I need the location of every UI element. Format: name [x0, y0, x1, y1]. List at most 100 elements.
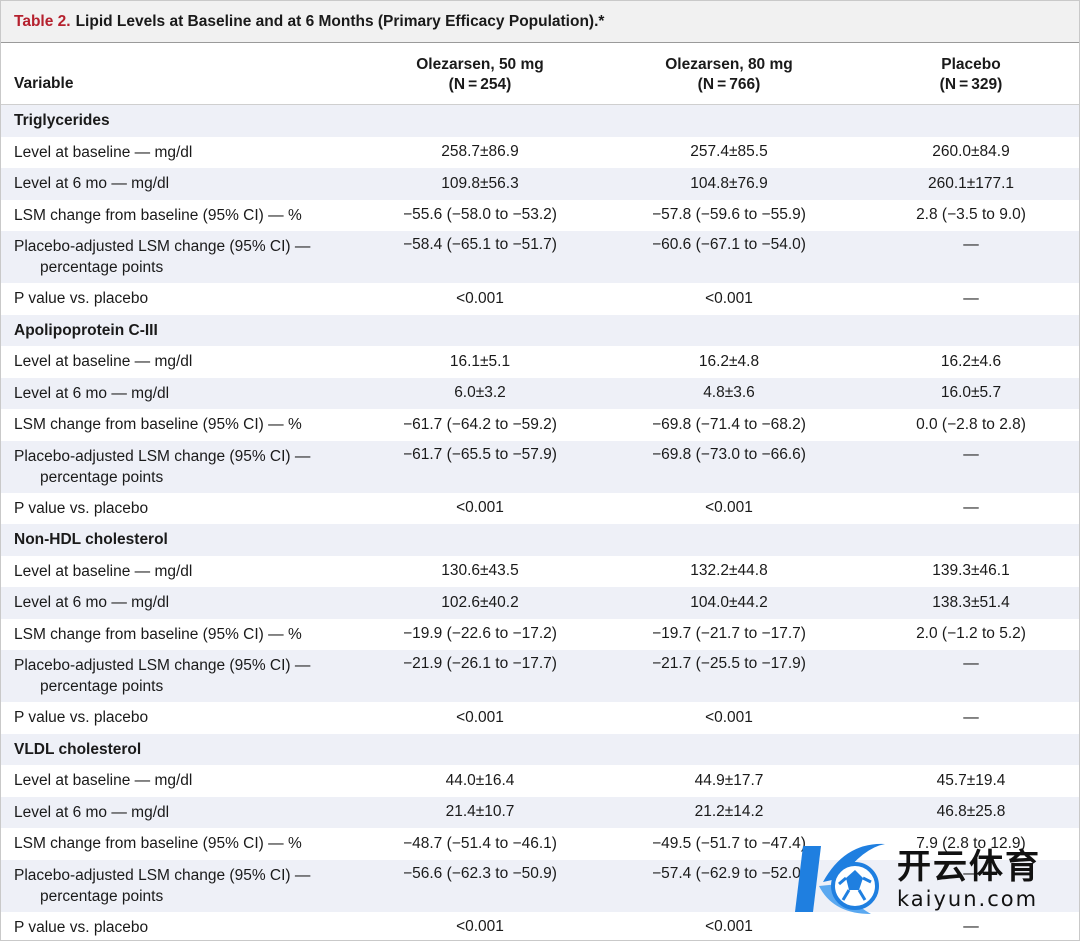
header-col1-name: Olezarsen, 50 mg — [416, 55, 544, 73]
section-title: Apolipoprotein C-III — [14, 321, 158, 339]
cell-value: <0.001 — [456, 499, 504, 517]
row-label: Level at 6 mo — mg/dl — [1, 592, 365, 613]
row-label-text: P value vs. placebo — [14, 709, 149, 727]
row-label: Level at 6 mo — mg/dl — [1, 383, 365, 404]
header-col-placebo: Placebo (N = 329) — [863, 43, 1079, 104]
cell-value: 2.8 (−3.5 to 9.0) — [916, 206, 1026, 224]
row-label: Placebo-adjusted LSM change (95% CI) — pe… — [1, 446, 365, 488]
cell-value: 16.2±4.8 — [698, 352, 760, 370]
row-label: Placebo-adjusted LSM change (95% CI) — pe… — [1, 236, 365, 278]
row-label: LSM change from baseline (95% CI) — % — [1, 205, 365, 226]
cell-value: −58.4 (−65.1 to −51.7) — [403, 236, 557, 253]
table-row: Level at 6 mo — mg/dl 102.6±40.2 104.0±44.… — [1, 587, 1079, 619]
table-caption: Table 2. Lipid Levels at Baseline and at… — [1, 1, 1079, 43]
row-label-text: Placebo-adjusted LSM change (95% CI) — — [14, 866, 311, 884]
table-row: Level at 6 mo — mg/dl 21.4±10.7 21.2±14.2 4… — [1, 796, 1079, 828]
cell-value: — — [963, 499, 979, 517]
cell-value: — — [963, 289, 979, 307]
header-col-olezarsen-80: Olezarsen, 80 mg (N = 766) — [595, 43, 863, 104]
cell-value: −19.9 (−22.6 to −17.2) — [403, 625, 557, 643]
row-label: P value vs. placebo — [1, 288, 365, 309]
row-label: LSM change from baseline (95% CI) — % — [1, 833, 365, 854]
header-col3-n: (N = 329) — [939, 75, 1003, 93]
cell-value: −61.7 (−65.5 to −57.9) — [403, 445, 557, 463]
cell-value: 109.8±56.3 — [441, 174, 519, 192]
row-sublabel-text: percentage points — [40, 678, 164, 695]
row-label: P value vs. placebo — [1, 917, 365, 938]
header-col2-name: Olezarsen, 80 mg — [665, 55, 793, 73]
cell-value: 6.0±3.2 — [454, 384, 506, 402]
cell-value: −48.7 (−51.4 to −46.1) — [403, 834, 557, 852]
cell-value: — — [963, 708, 979, 726]
table-title: Lipid Levels at Baseline and at 6 Months… — [75, 12, 605, 30]
table-row: Placebo-adjusted LSM change (95% CI) — pe… — [1, 440, 1079, 493]
section-header-row: VLDL cholesterol — [1, 733, 1079, 765]
table-row: Level at baseline — mg/dl 130.6±43.5 132.2… — [1, 556, 1079, 588]
table-row: Placebo-adjusted LSM change (95% CI) — pe… — [1, 231, 1079, 283]
watermark-text: 开云体育 kaiyun.com — [897, 847, 1041, 911]
watermark-logo-icon — [793, 834, 893, 924]
cell-value: 2.0 (−1.2 to 5.2) — [916, 625, 1026, 643]
section-title: Triglycerides — [14, 112, 110, 130]
cell-value: <0.001 — [456, 289, 504, 307]
cell-value: 21.4±10.7 — [445, 803, 515, 821]
row-label: LSM change from baseline (95% CI) — % — [1, 414, 365, 435]
section-header-row: Triglycerides — [1, 105, 1079, 137]
table-row: P value vs. placebo <0.001 <0.001 — — [1, 702, 1079, 734]
row-label-text: LSM change from baseline (95% CI) — % — [14, 206, 302, 224]
cell-value: 44.0±16.4 — [445, 771, 515, 789]
table-row: Level at baseline — mg/dl 44.0±16.4 44.9±1… — [1, 765, 1079, 797]
cell-value: 4.8±3.6 — [703, 384, 755, 402]
cell-value: −69.8 (−71.4 to −68.2) — [652, 415, 806, 433]
table-header: Variable Olezarsen, 50 mg (N = 254) Olez… — [1, 43, 1079, 105]
cell-value: — — [963, 918, 979, 936]
row-label-text: LSM change from baseline (95% CI) — % — [14, 416, 302, 434]
cell-value: −57.8 (−59.6 to −55.9) — [652, 206, 806, 224]
header-col2-n: (N = 766) — [697, 75, 761, 93]
cell-value: <0.001 — [456, 708, 504, 726]
table-row: Placebo-adjusted LSM change (95% CI) — pe… — [1, 859, 1079, 912]
cell-value: — — [963, 864, 979, 882]
cell-value: −21.7 (−25.5 to −17.9) — [652, 655, 806, 672]
cell-value: 104.8±76.9 — [690, 174, 768, 192]
cell-value: −56.6 (−62.3 to −50.9) — [403, 864, 557, 882]
row-label: Placebo-adjusted LSM change (95% CI) — pe… — [1, 865, 365, 907]
cell-value: 21.2±14.2 — [694, 803, 764, 821]
cell-value: 139.3±46.1 — [932, 562, 1010, 580]
row-sublabel-text: percentage points — [40, 259, 164, 276]
row-label: Level at baseline — mg/dl — [1, 770, 365, 791]
cell-value: — — [963, 655, 979, 672]
row-label: LSM change from baseline (95% CI) — % — [1, 624, 365, 645]
cell-value: −49.5 (−51.7 to −47.4) — [652, 834, 806, 852]
cell-value: −19.7 (−21.7 to −17.7) — [652, 625, 806, 643]
row-label-text: Level at 6 mo — mg/dl — [14, 803, 170, 821]
cell-value: 102.6±40.2 — [441, 593, 519, 611]
row-label-text: Level at baseline — mg/dl — [14, 353, 193, 371]
cell-value: 260.0±84.9 — [932, 143, 1010, 161]
table-row: LSM change from baseline (95% CI) — % −48… — [1, 828, 1079, 860]
section-title: VLDL cholesterol — [14, 740, 142, 758]
row-sublabel-text: percentage points — [40, 468, 164, 486]
cell-value: 260.1±177.1 — [927, 174, 1015, 192]
table-row: LSM change from baseline (95% CI) — % −55… — [1, 200, 1079, 232]
cell-value: −21.9 (−26.1 to −17.7) — [403, 655, 557, 672]
row-label-text: P value vs. placebo — [14, 499, 149, 517]
cell-value: 258.7±86.9 — [441, 143, 519, 161]
table-row: Level at baseline — mg/dl 258.7±86.9 257.4… — [1, 137, 1079, 169]
row-label-text: Level at baseline — mg/dl — [14, 562, 193, 580]
cell-value: 104.0±44.2 — [690, 593, 768, 611]
row-label-text: Level at 6 mo — mg/dl — [14, 384, 170, 402]
row-label-text: LSM change from baseline (95% CI) — % — [14, 625, 302, 643]
cell-value: 257.4±85.5 — [690, 143, 768, 161]
watermark: 开云体育 kaiyun.com — [793, 834, 1061, 924]
cell-value: 16.0±5.7 — [940, 384, 1002, 402]
cell-value: 16.2±4.6 — [940, 352, 1002, 370]
row-label: Level at baseline — mg/dl — [1, 561, 365, 582]
cell-value: 46.8±25.8 — [936, 803, 1006, 821]
cell-value: 0.0 (−2.8 to 2.8) — [916, 415, 1026, 433]
cell-value: 132.2±44.8 — [690, 562, 768, 580]
row-label-text: P value vs. placebo — [14, 290, 149, 308]
header-col1-n: (N = 254) — [448, 75, 512, 93]
table-body: Triglycerides Level at baseline — mg/dl 25… — [1, 105, 1079, 940]
